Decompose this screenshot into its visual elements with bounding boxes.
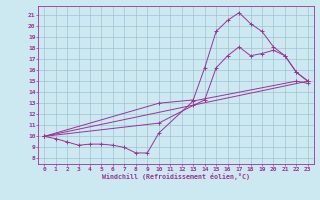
X-axis label: Windchill (Refroidissement éolien,°C): Windchill (Refroidissement éolien,°C): [102, 173, 250, 180]
